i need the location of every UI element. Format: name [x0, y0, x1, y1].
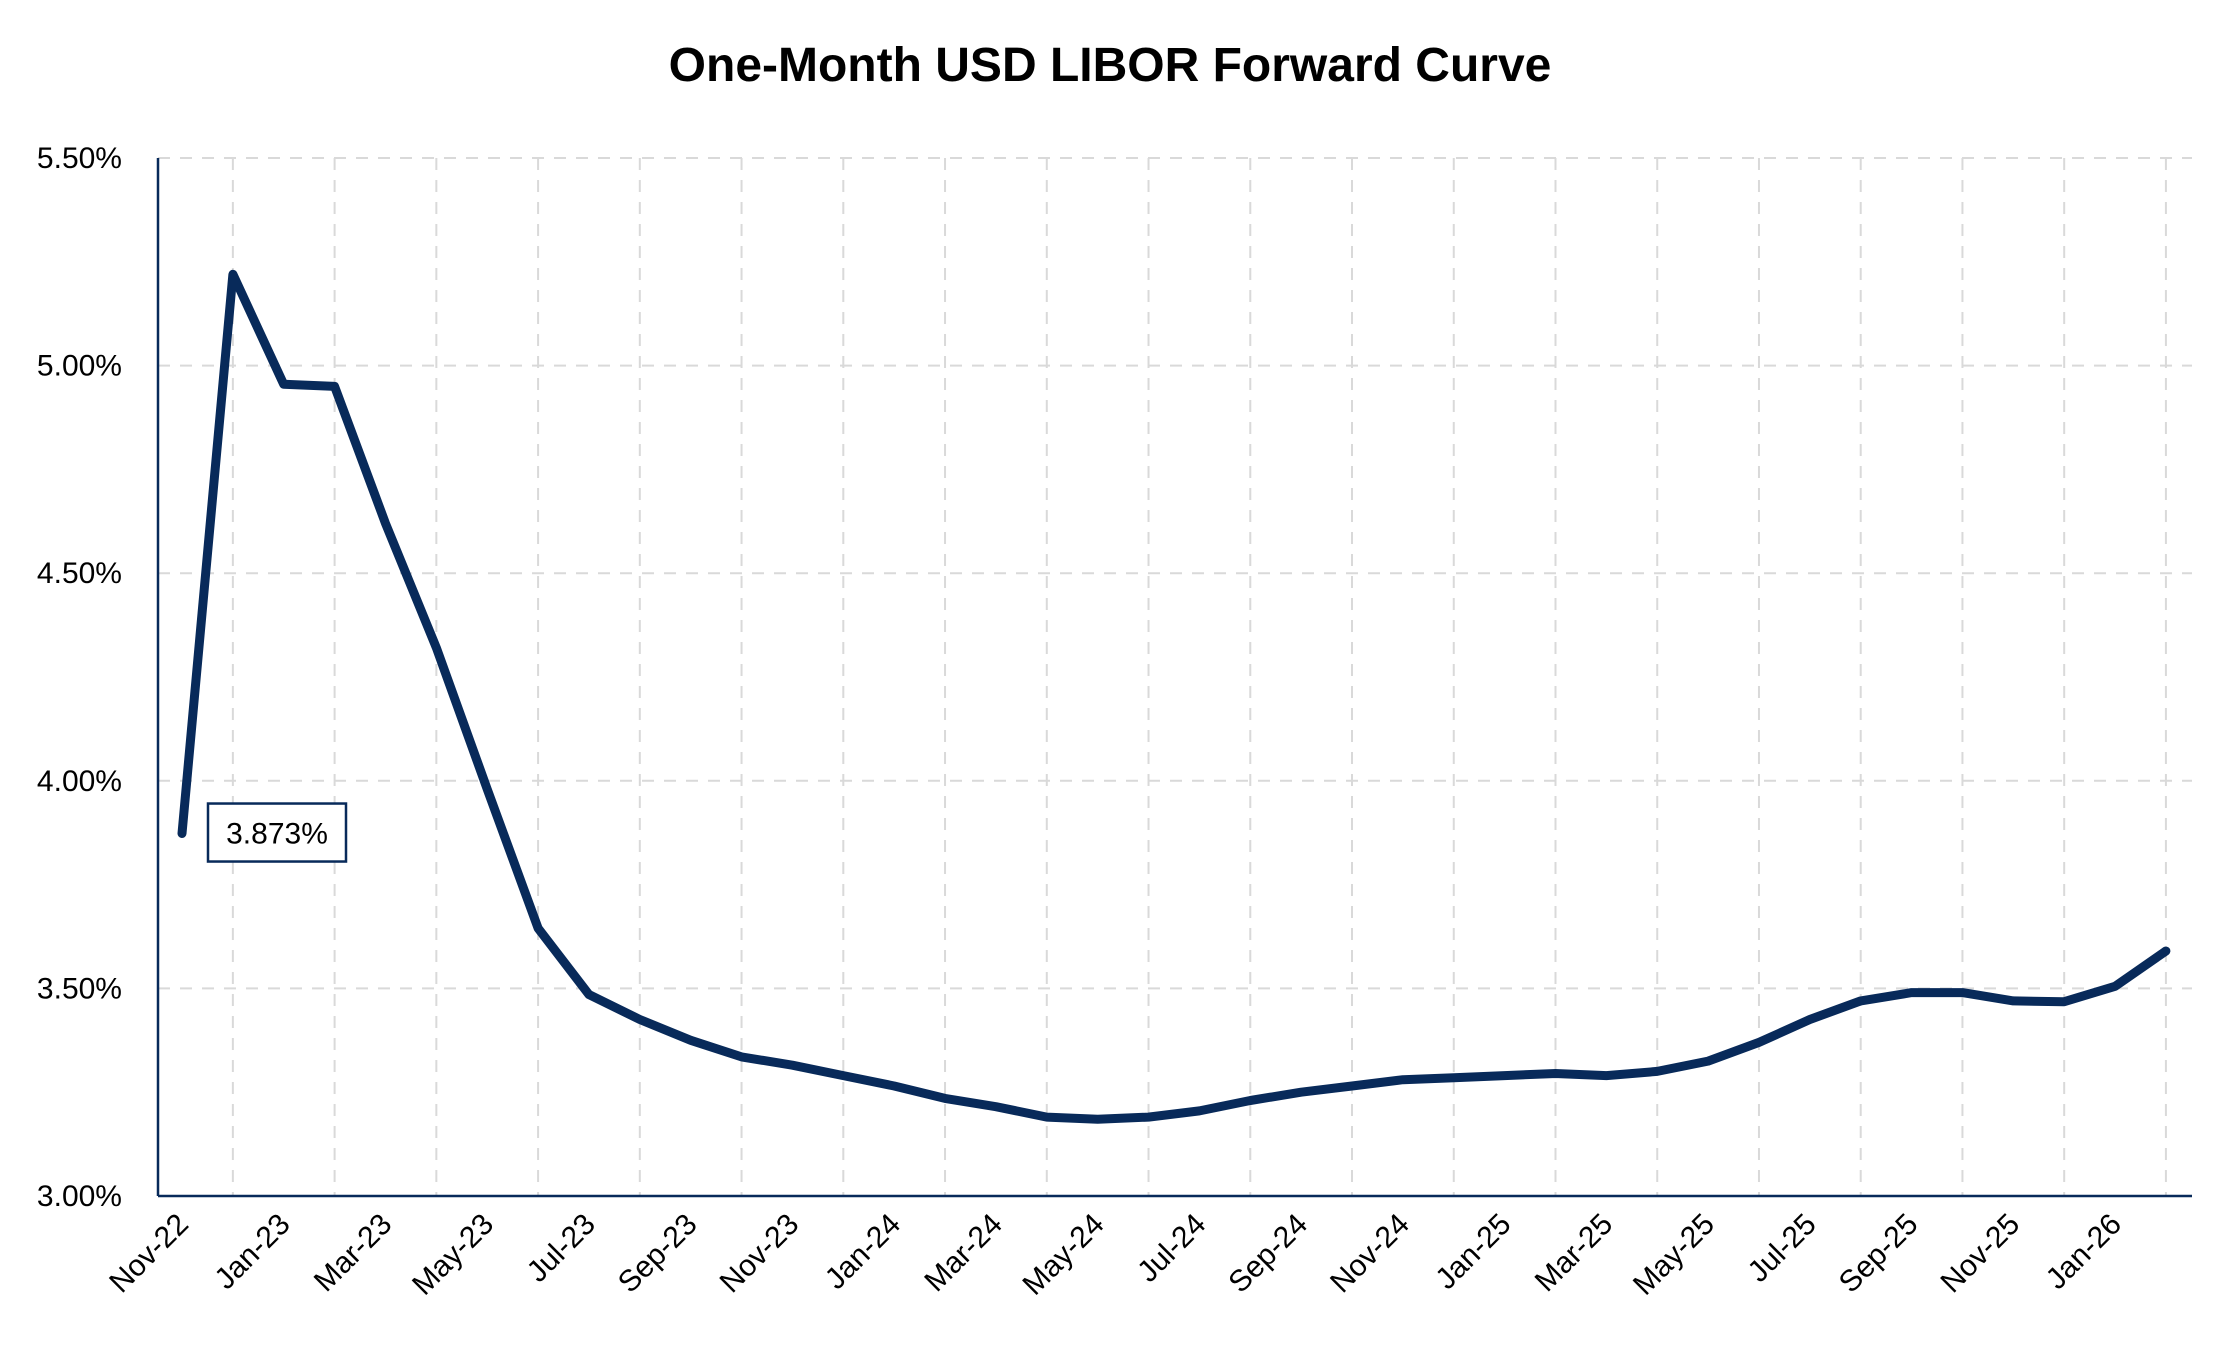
axes — [156, 158, 2192, 1198]
data-label-box — [206, 802, 348, 863]
x-tick-label: Jul-24 — [1131, 1208, 1212, 1289]
x-tick-label: Nov-24 — [1324, 1208, 1416, 1300]
x-tick-label: Jan-24 — [819, 1208, 907, 1296]
chart-title: One-Month USD LIBOR Forward Curve — [668, 39, 1552, 92]
y-tick-label: 5.50% — [37, 142, 122, 175]
x-tick-label: Sep-23 — [612, 1208, 704, 1300]
y-tick-label: 4.50% — [37, 557, 122, 590]
x-tick-label: May-24 — [1017, 1208, 1111, 1302]
x-tick-label: Sep-25 — [1833, 1208, 1925, 1300]
x-tick-label: Jul-23 — [521, 1208, 602, 1289]
y-tick-label: 3.00% — [37, 1180, 122, 1213]
x-tick-label: May-23 — [406, 1208, 500, 1302]
x-tick-label: Jan-25 — [1429, 1208, 1517, 1296]
x-tick-label: Jan-26 — [2040, 1208, 2128, 1296]
series-line — [177, 269, 2171, 1124]
y-tick-label: 5.00% — [37, 350, 122, 383]
x-tick-labels: Nov-22 Jan-23 Mar-23 May-23 Jul-23 Sep-23 Nov-… — [103, 1208, 2128, 1302]
x-tick-label: Jul-25 — [1742, 1208, 1823, 1289]
y-tick-labels: 3.00% 3.50% 4.00% 4.50% 5.00% 5.50% — [37, 142, 122, 1213]
data-label: 3.873% — [226, 818, 328, 851]
x-tick-label: Mar-24 — [918, 1208, 1009, 1299]
x-tick-label: Sep-24 — [1222, 1208, 1314, 1300]
x-tick-label: Nov-23 — [714, 1208, 806, 1300]
grid-lines — [158, 157, 2192, 1196]
y-tick-label: 4.00% — [37, 765, 122, 798]
x-tick-label: May-25 — [1627, 1208, 1721, 1302]
x-tick-label: Nov-25 — [1935, 1208, 2027, 1300]
x-tick-label: Mar-25 — [1529, 1208, 1620, 1299]
series-group — [177, 269, 2171, 1124]
annotations: 3.873% — [206, 802, 348, 863]
x-tick-label: Jan-23 — [208, 1208, 296, 1296]
x-tick-label: Nov-22 — [103, 1208, 195, 1300]
y-tick-label: 3.50% — [37, 972, 122, 1005]
x-tick-label: Mar-23 — [308, 1208, 399, 1299]
